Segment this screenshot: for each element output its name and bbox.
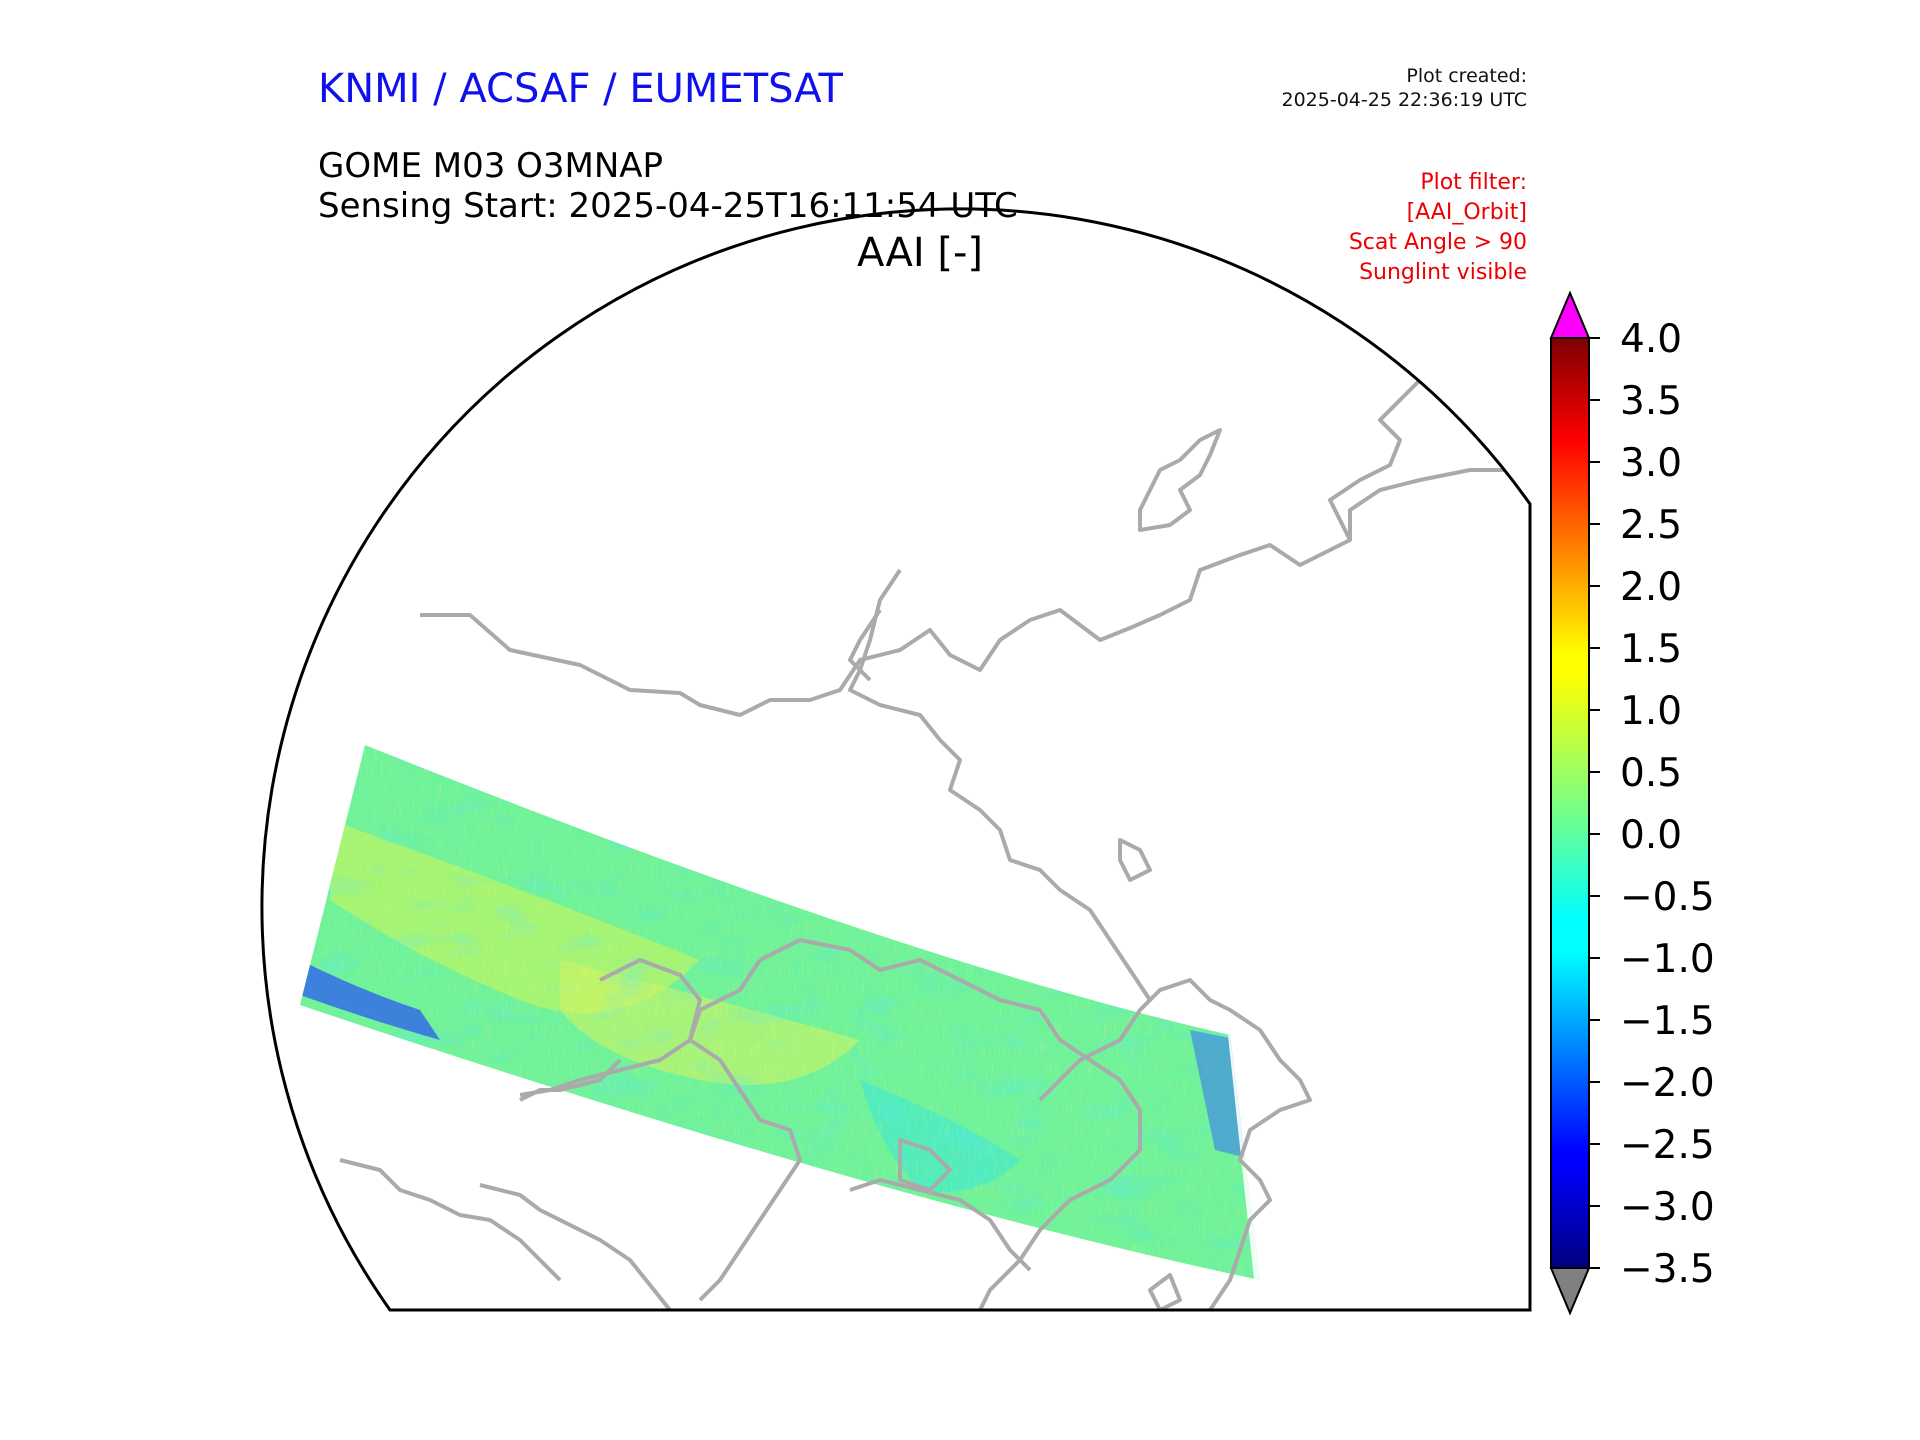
colorbar-tick-label: 4.0 — [1620, 317, 1682, 362]
colorbar-tick-label: −3.0 — [1620, 1185, 1715, 1230]
colorbar-body — [1550, 337, 1590, 1269]
coastline-greenland-east — [1038, 978, 1312, 1310]
coastline-bering — [339, 1158, 562, 1282]
colorbar-tick-label: 0.5 — [1620, 751, 1682, 796]
coastline-alaska-west — [519, 1058, 622, 1102]
colorbar-tick-label: 2.5 — [1620, 503, 1682, 548]
coastline-alaska — [519, 958, 702, 1097]
colorbar-over-arrow — [1549, 290, 1591, 339]
colorbar: 4.0 3.5 3.0 2.5 2.0 1.5 1.0 0.5 0.0 −0.5 −1.0 −1.5 −… — [1549, 290, 1715, 1316]
source-title: KNMI / ACSAF / EUMETSAT — [318, 66, 843, 112]
coastline-okhotsk-island — [1138, 428, 1222, 532]
plot-filter-line: Sunglint visible — [1359, 260, 1527, 285]
colorbar-tick-label: 1.0 — [1620, 689, 1682, 734]
plot-filter-line: Scat Angle > 90 — [1348, 230, 1527, 255]
coastline-arctic-archipelago — [759, 938, 1142, 1310]
coastlines — [339, 343, 1530, 1310]
coastline-scandinavia — [848, 608, 882, 682]
coastline-canada-pacific — [479, 1183, 672, 1310]
colorbar-tick-label: −3.5 — [1620, 1247, 1715, 1292]
coastline-labrador — [849, 1178, 1032, 1272]
colorbar-tick-label: −0.5 — [1620, 875, 1715, 920]
coastline-island — [898, 1138, 952, 1192]
colorbar-tick-label: 2.0 — [1620, 565, 1682, 610]
variable-title: AAI [-] — [857, 230, 983, 276]
map-boundary — [260, 207, 1532, 1312]
plot-created-label: Plot created: — [1406, 65, 1527, 87]
colorbar-tick-label: 3.0 — [1620, 441, 1682, 486]
coastline-hudson-bay — [688, 958, 802, 1302]
coastline-siberia — [420, 468, 1530, 717]
colorbar-tick-label: 0.0 — [1620, 813, 1682, 858]
colorbar-tick-label: −1.0 — [1620, 937, 1715, 982]
colorbar-tick-label: −2.5 — [1620, 1123, 1715, 1168]
coastline-iceland — [1118, 838, 1152, 882]
sensing-start: Sensing Start: 2025-04-25T16:11:54 UTC — [318, 186, 1018, 226]
product-title: GOME M03 O3MNAP — [318, 146, 664, 186]
plot-created-time: 2025-04-25 22:36:19 UTC — [1281, 89, 1528, 111]
plot-created: Plot created: 2025-04-25 22:36:19 UTC — [1282, 64, 1528, 112]
plot-filter-line: [AAI_Orbit] — [1406, 200, 1527, 225]
plot-filter: Plot filter: [AAI_Orbit] Scat Angle > 90… — [1349, 168, 1527, 288]
colorbar-ticks: 4.0 3.5 3.0 2.5 2.0 1.5 1.0 0.5 0.0 −0.5 −1.0 −1.5 −… — [1589, 317, 1715, 1292]
colorbar-tick-label: −1.5 — [1620, 999, 1715, 1044]
plot-filter-line: Plot filter: — [1420, 170, 1527, 195]
colorbar-under-arrow — [1549, 1267, 1591, 1316]
colorbar-tick-label: 1.5 — [1620, 627, 1682, 672]
coastline-newfoundland — [1148, 1273, 1182, 1310]
swath-negative-patch — [300, 960, 440, 1040]
colorbar-tick-label: −2.0 — [1620, 1061, 1715, 1106]
coastline-europe — [848, 568, 1152, 1002]
colorbar-tick-label: 3.5 — [1620, 379, 1682, 424]
